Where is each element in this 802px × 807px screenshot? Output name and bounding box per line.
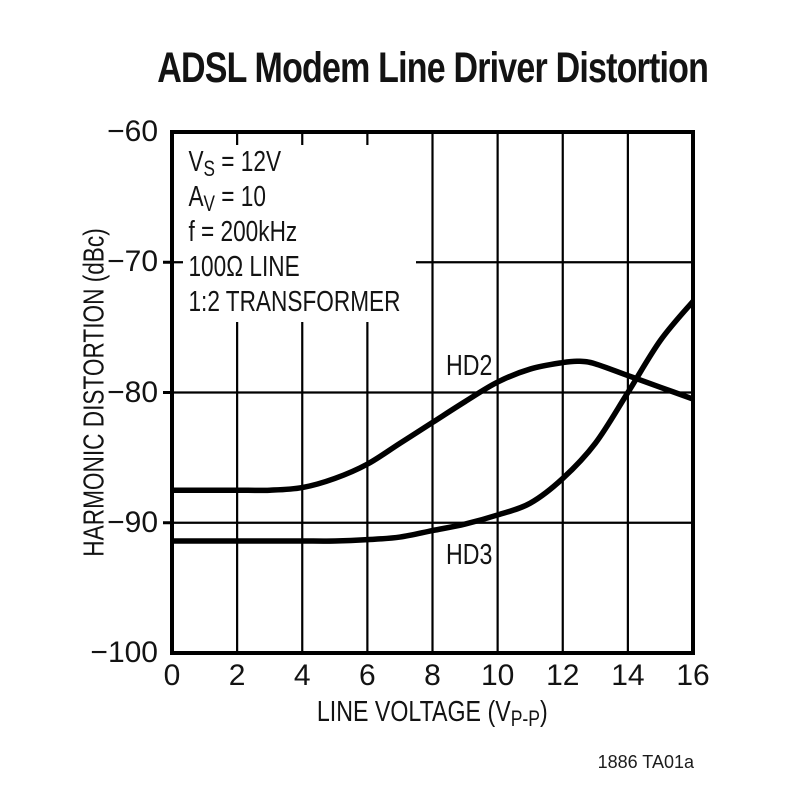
y-tick-label: −90 xyxy=(107,505,158,539)
condition-line: f = 200kHz xyxy=(188,216,298,248)
x-tick-label: 8 xyxy=(424,659,441,692)
y-tick-label: −70 xyxy=(107,245,158,279)
x-tick-label: 0 xyxy=(163,659,181,692)
hd2-label: HD2 xyxy=(445,350,492,383)
x-tick-label: 10 xyxy=(480,659,515,692)
condition-line: 1:2 TRANSFORMER xyxy=(188,286,401,318)
hd3-curve xyxy=(172,299,693,544)
x-tick-label: 6 xyxy=(359,659,376,692)
y-tick-label: −60 xyxy=(107,115,158,148)
chart-title: ADSL Modem Line Driver Distortion xyxy=(157,44,709,92)
title-row: ADSL Modem Line Driver Distortion xyxy=(157,44,709,93)
plot-border xyxy=(170,130,695,655)
x-tick-label: 16 xyxy=(676,659,710,692)
x-axis-title-row: LINE VOLTAGE (VP-P) xyxy=(172,696,693,731)
hd2-curve xyxy=(172,358,693,494)
y-tick-label: −80 xyxy=(107,375,158,409)
figure-number: 1886 TA01a xyxy=(597,752,694,772)
condition-line: 100Ω LINE xyxy=(188,251,300,283)
condition-line: AV = 10 xyxy=(188,181,266,216)
x-tick-label: 12 xyxy=(546,659,580,692)
x-tick-label: 4 xyxy=(293,659,311,692)
y-tick-label: −100 xyxy=(90,636,158,669)
x-axis-title: LINE VOLTAGE (VP-P) xyxy=(317,696,548,731)
test-conditions-box: VS = 12V AV = 10 f = 200kHz 100Ω LINE 1:2 TR… xyxy=(183,145,416,322)
condition-line: VS = 12V xyxy=(188,146,282,181)
x-tick-label: 2 xyxy=(228,659,246,692)
test-conditions-text: VS = 12V AV = 10 f = 200kHz 100Ω LINE 1:2 TR… xyxy=(183,145,401,320)
hd3-label: HD3 xyxy=(445,539,492,572)
x-tick-label: 14 xyxy=(611,659,645,692)
